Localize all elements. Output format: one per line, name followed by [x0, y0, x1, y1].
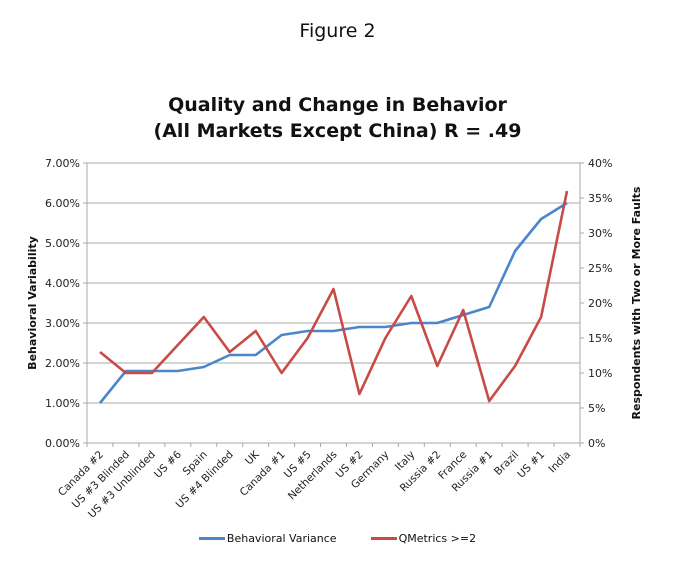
- chart-title-line-2: (All Markets Except China) R = .49: [153, 120, 522, 142]
- y-tick-label: 2.00%: [45, 357, 80, 370]
- y2-tick-label: 0%: [588, 437, 605, 450]
- legend-swatch-red: [370, 537, 397, 540]
- y-tick-label: 1.00%: [45, 397, 80, 410]
- series-line-behavioral-variance: [98, 201, 568, 404]
- y-tick-label: 7.00%: [45, 157, 80, 170]
- y-tick-label: 3.00%: [45, 317, 80, 330]
- series-line-qmetrics: [99, 190, 569, 403]
- x-tick-label: India: [546, 449, 573, 476]
- y2-tick-label: 40%: [588, 157, 612, 170]
- chart-title-line-1: Quality and Change in Behavior: [168, 94, 507, 116]
- y2-axis-title: Respondents with Two or More Faults: [630, 186, 643, 419]
- y2-tick-label: 30%: [588, 227, 612, 240]
- legend-label: QMetrics >=2: [398, 532, 477, 545]
- y2-tick-label: 5%: [588, 402, 605, 415]
- y-tick-label: 5.00%: [45, 237, 80, 250]
- legend-item-behavioral-variance: Behavioral Variance: [198, 532, 337, 545]
- y2-tick-label: 20%: [588, 297, 612, 310]
- legend-swatch-blue: [198, 537, 225, 540]
- x-tick-label: UK: [243, 448, 263, 468]
- x-tick-label: US #6: [152, 448, 184, 480]
- y-tick-label: 0.00%: [45, 437, 80, 450]
- legend-item-qmetrics: QMetrics >=2: [370, 532, 477, 545]
- legend: Behavioral Variance QMetrics >=2: [0, 532, 675, 545]
- legend-label: Behavioral Variance: [226, 532, 337, 545]
- y2-tick-label: 25%: [588, 262, 612, 275]
- y2-tick-label: 15%: [588, 332, 612, 345]
- y-tick-label: 6.00%: [45, 197, 80, 210]
- y-tick-label: 4.00%: [45, 277, 80, 290]
- y2-tick-label: 35%: [588, 192, 612, 205]
- x-tick-label: US #1: [515, 449, 547, 481]
- y-axis-title: Behavioral Variability: [26, 236, 39, 370]
- figure-label: Figure 2: [299, 20, 376, 42]
- y2-tick-label: 10%: [588, 367, 612, 380]
